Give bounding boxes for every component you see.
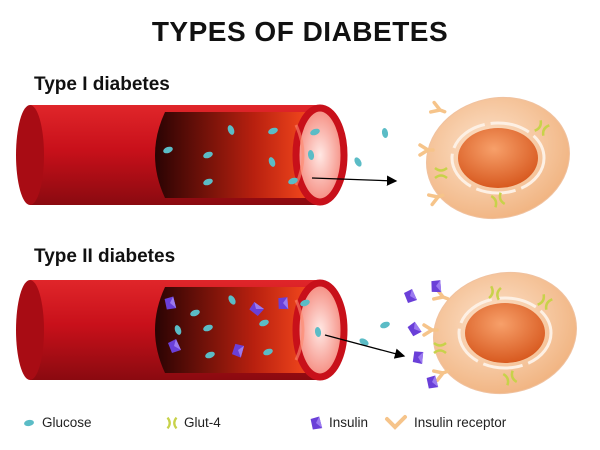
page-title: TYPES OF DIABETES	[151, 16, 449, 47]
legend-glucose: Glucose	[42, 415, 92, 430]
legend-glut4: Glut-4	[184, 415, 221, 430]
insulin-icon	[308, 415, 325, 432]
type1-blood-vessel	[16, 105, 344, 205]
legend-insulin: Insulin	[329, 415, 369, 430]
legend-insulin-receptor: Insulin receptor	[414, 415, 507, 430]
type1-heading: Type I diabetes	[34, 74, 170, 95]
type2-arrow	[324, 334, 406, 359]
glut4-icon	[166, 416, 178, 430]
type2-cell	[404, 257, 590, 409]
insulin-receptor-icon	[385, 415, 407, 430]
type1-arrow	[311, 175, 398, 186]
type2-blood-vessel	[16, 280, 344, 380]
type1-cell	[413, 82, 583, 234]
glucose-icon	[23, 419, 35, 427]
type2-heading: Type II diabetes	[34, 246, 176, 267]
